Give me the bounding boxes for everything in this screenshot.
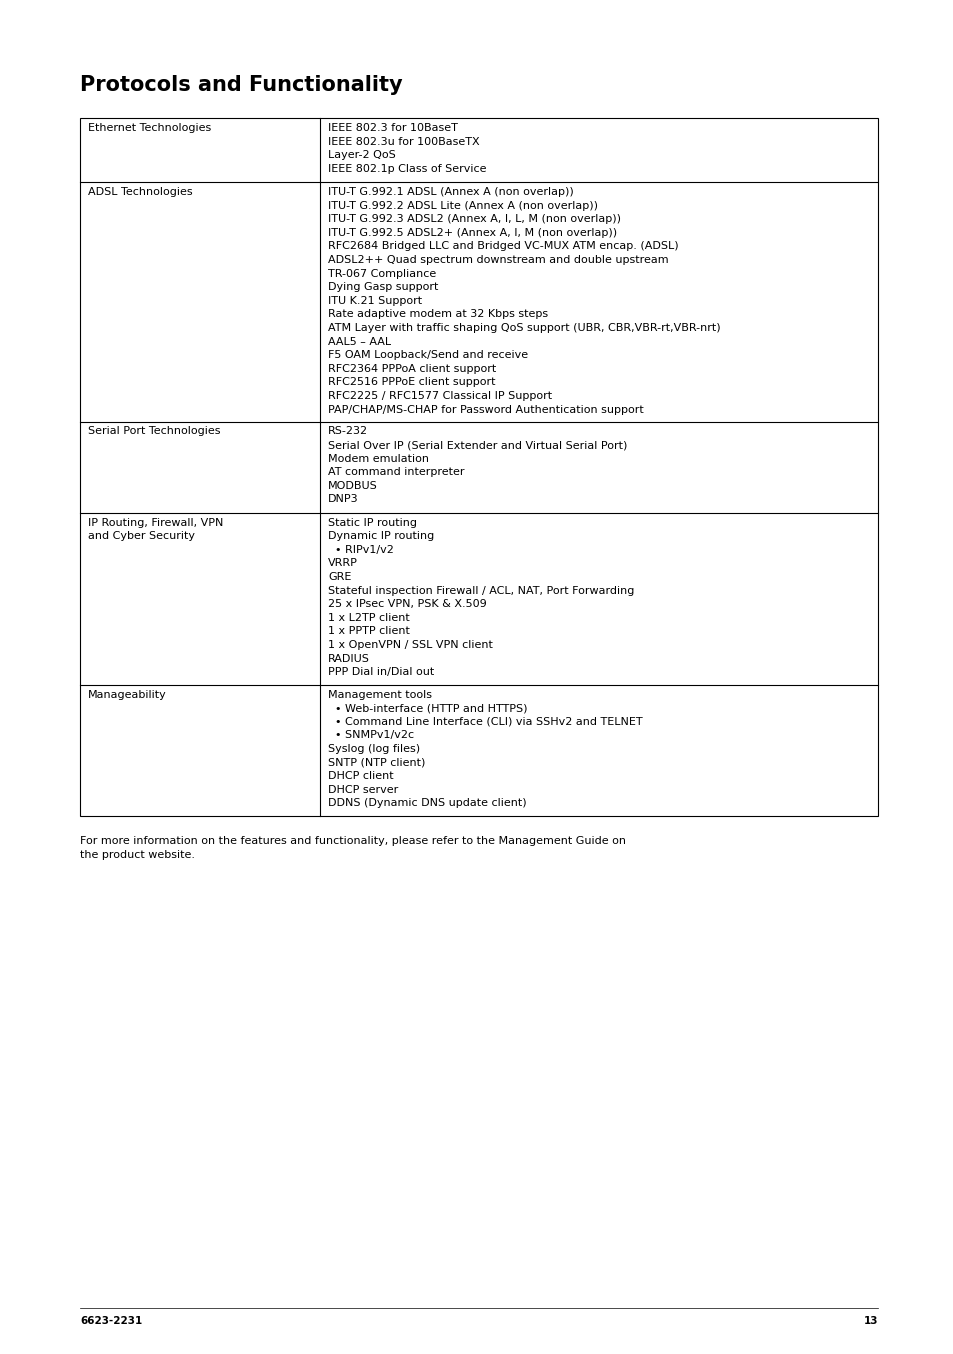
Text: ITU-T G.992.1 ADSL (Annex A (non overlap))
ITU-T G.992.2 ADSL Lite (Annex A (non: ITU-T G.992.1 ADSL (Annex A (non overlap… [328, 187, 720, 414]
Text: Serial Port Technologies: Serial Port Technologies [88, 427, 220, 436]
Text: Protocols and Functionality: Protocols and Functionality [80, 74, 402, 95]
Text: 13: 13 [862, 1316, 877, 1326]
Text: IEEE 802.3 for 10BaseT
IEEE 802.3u for 100BaseTX
Layer-2 QoS
IEEE 802.1p Class o: IEEE 802.3 for 10BaseT IEEE 802.3u for 1… [328, 123, 486, 173]
Text: Static IP routing
Dynamic IP routing
  • RIPv1/v2
VRRP
GRE
Stateful inspection F: Static IP routing Dynamic IP routing • R… [328, 517, 634, 677]
Text: ADSL Technologies: ADSL Technologies [88, 187, 193, 196]
Text: RS-232
Serial Over IP (Serial Extender and Virtual Serial Port)
Modem emulation
: RS-232 Serial Over IP (Serial Extender a… [328, 427, 627, 505]
Text: IP Routing, Firewall, VPN
and Cyber Security: IP Routing, Firewall, VPN and Cyber Secu… [88, 517, 223, 542]
Text: Ethernet Technologies: Ethernet Technologies [88, 123, 211, 133]
Text: Manageability: Manageability [88, 689, 167, 700]
Text: Management tools
  • Web-interface (HTTP and HTTPS)
  • Command Line Interface (: Management tools • Web-interface (HTTP a… [328, 689, 642, 808]
Text: For more information on the features and functionality, please refer to the Mana: For more information on the features and… [80, 835, 625, 860]
Text: 6623-2231: 6623-2231 [80, 1316, 142, 1326]
Bar [80, 118, 877, 816]
